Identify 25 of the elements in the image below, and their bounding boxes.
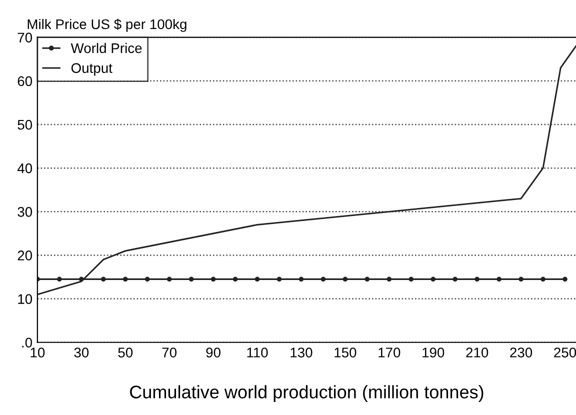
y-tick-label: 60 [18,76,32,86]
y-tick-label: 10 [18,294,32,304]
y-tick-label: 50 [18,120,32,130]
chart-title: Milk Price US $ per 100kg [28,18,186,32]
x-tick-label: 110 [247,348,268,358]
x-tick-label: 50 [118,348,133,358]
x-tick-label: 30 [74,348,89,358]
x-tick-label: 10 [30,348,45,358]
y-tick-label: 40 [17,163,32,174]
x-tick-label: 190 [422,348,444,358]
y-tick-label: 70 [18,32,32,43]
x-tick-label: 250 [554,348,576,358]
x-tick-label: 90 [206,348,220,358]
legend-label: Output [71,63,112,76]
y-tick-label: 20 [18,250,32,260]
legend-label: World Price [70,42,142,54]
y-tick-label: 30 [18,206,32,217]
x-tick-label: 70 [162,348,177,358]
y-tick-label: .0 [22,338,32,348]
x-tick-label: 150 [334,348,356,358]
x-axis-title: Cumulative world production (million tonnes) [130,385,484,402]
x-tick-label: 130 [290,348,312,358]
x-tick-label: 230 [510,348,532,358]
x-tick-label: 210 [466,348,488,358]
x-tick-label: 170 [378,348,400,358]
